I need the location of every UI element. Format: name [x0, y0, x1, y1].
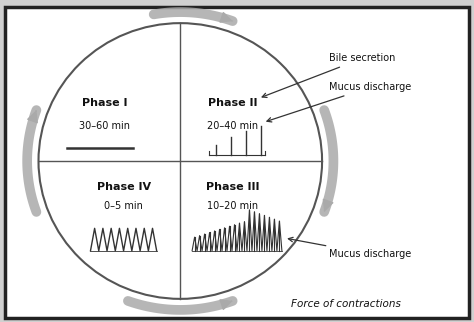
Text: Mucus discharge: Mucus discharge: [288, 237, 411, 259]
Text: Phase IV: Phase IV: [97, 182, 151, 192]
Text: Mucus discharge: Mucus discharge: [267, 82, 411, 122]
FancyBboxPatch shape: [5, 7, 469, 318]
Text: Phase I: Phase I: [82, 98, 128, 108]
Text: 0–5 min: 0–5 min: [104, 201, 143, 211]
Text: 10–20 min: 10–20 min: [207, 201, 258, 211]
Text: Force of contractions: Force of contractions: [291, 299, 401, 309]
Text: Phase III: Phase III: [206, 182, 259, 192]
Text: 20–40 min: 20–40 min: [207, 121, 258, 131]
Text: Bile secretion: Bile secretion: [262, 53, 395, 98]
Text: Phase II: Phase II: [208, 98, 257, 108]
Text: 30–60 min: 30–60 min: [79, 121, 130, 131]
